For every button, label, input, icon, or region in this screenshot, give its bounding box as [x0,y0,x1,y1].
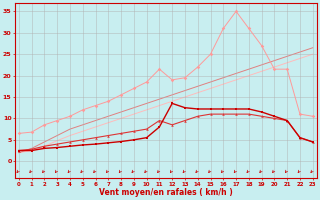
X-axis label: Vent moyen/en rafales ( km/h ): Vent moyen/en rafales ( km/h ) [99,188,233,197]
